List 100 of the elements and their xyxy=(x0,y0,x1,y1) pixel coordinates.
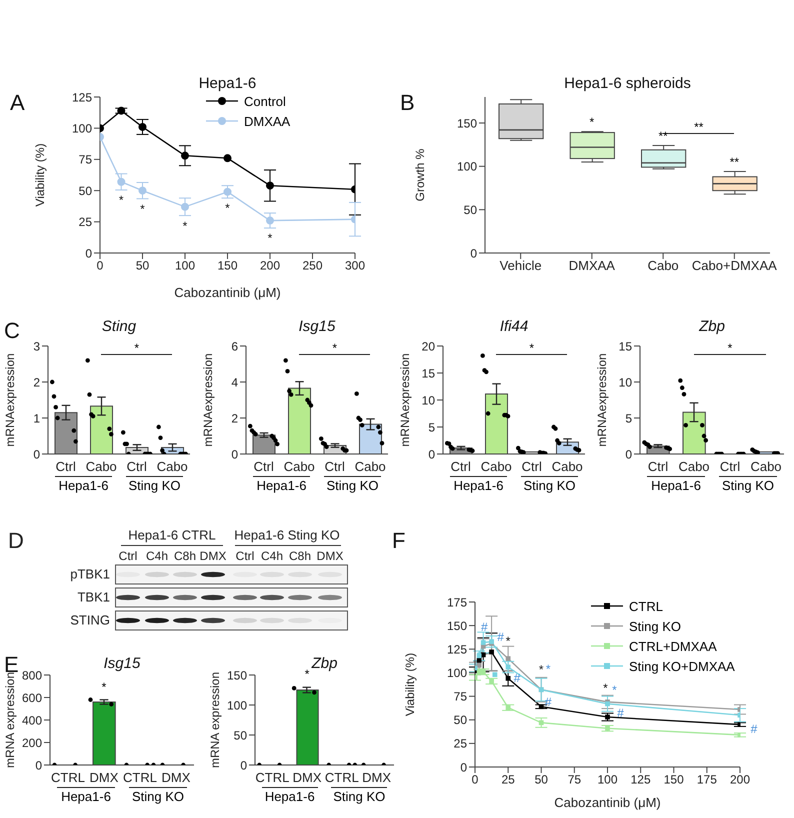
text: Ctrl xyxy=(118,549,138,563)
x-tick-label: 250 xyxy=(302,258,323,273)
y-axis-title: Viability (%) xyxy=(33,143,47,207)
y-axis-title: Growth % xyxy=(413,148,427,202)
x-tick-label: 175 xyxy=(696,772,718,787)
y-tick-label: 0 xyxy=(625,447,632,462)
y-tick-label: 600 xyxy=(22,690,42,705)
chart-title: Ifi44 xyxy=(498,318,530,335)
x-tick-label: DMX xyxy=(362,770,392,786)
text: Hepa1-6 xyxy=(58,478,108,493)
y-tick-label: 10 xyxy=(618,375,632,390)
y-tick-label: 100 xyxy=(226,698,248,712)
annotation: * xyxy=(332,340,338,355)
y-tick-label: 125 xyxy=(72,90,92,104)
text: Hepa1-6 xyxy=(651,478,701,493)
annotation: ** xyxy=(694,120,704,134)
text: Hepa1-6 xyxy=(264,789,315,804)
text: Sting KO xyxy=(722,478,774,493)
y-tick-label: 0 xyxy=(33,447,40,462)
annotation: * xyxy=(590,114,594,129)
y-tick-label: 150 xyxy=(226,668,248,682)
x-tick-label: Ctrl xyxy=(522,459,542,474)
x-axis-title: Cabozantinib (μM) xyxy=(174,285,281,300)
annotation: * xyxy=(538,662,544,676)
y-tick-label: 100 xyxy=(72,121,92,136)
y-tick-label: 50 xyxy=(454,713,468,728)
text: D xyxy=(8,528,24,554)
y-axis-title: mRNAexpression xyxy=(201,353,215,447)
chart-title: Isg15 xyxy=(102,655,142,672)
y-tick-label: 1 xyxy=(33,411,40,426)
y-tick-label: 6 xyxy=(231,339,238,354)
y-tick-label: 5 xyxy=(625,411,632,426)
x-tick-label: 200 xyxy=(260,258,280,273)
text: F xyxy=(392,528,406,554)
y-tick-label: 10 xyxy=(422,393,436,408)
x-tick-label: Ctrl xyxy=(720,459,740,474)
y-tick-label: 400 xyxy=(22,713,42,728)
y-tick-label: 0 xyxy=(85,246,92,260)
annotation: * xyxy=(304,667,310,682)
x-tick-label: CTRL xyxy=(255,770,290,786)
chart-title: Isg15 xyxy=(298,318,336,335)
x-tick-label: Cabo xyxy=(156,459,188,474)
annotation: * xyxy=(140,202,145,216)
annotation: * xyxy=(529,340,534,355)
text: STING xyxy=(70,612,110,628)
text: C8h xyxy=(174,549,196,563)
annotation: * xyxy=(612,682,617,697)
text: TBK1 xyxy=(77,590,110,604)
y-tick-label: 15 xyxy=(422,366,436,380)
annotation: * xyxy=(182,218,188,233)
x-tick-label: 150 xyxy=(664,772,684,787)
y-axis-title: mRNAexpression xyxy=(3,353,17,447)
x-tick-label: Ctrl xyxy=(254,459,274,474)
x-tick-label: 300 xyxy=(344,258,366,273)
x-tick-label: Ctrl xyxy=(648,459,668,474)
annotation: * xyxy=(603,680,608,695)
legend-label: Sting KO xyxy=(629,618,682,634)
x-tick-label: Ctrl xyxy=(324,459,345,474)
text: Hepa1-6 xyxy=(256,478,306,493)
text: Ctrl xyxy=(236,549,254,563)
y-axis-title: mRNAexpression xyxy=(595,353,609,447)
y-tick-label: 4 xyxy=(231,375,238,390)
x-tick-label: Cabo xyxy=(354,459,386,474)
y-tick-label: 0 xyxy=(460,760,468,774)
legend-label: CTRL xyxy=(629,598,663,614)
x-tick-label: 200 xyxy=(730,772,750,787)
text: pTBK1 xyxy=(70,566,110,582)
x-tick-label: Cabo xyxy=(86,459,117,474)
y-tick-label: 150 xyxy=(446,618,468,633)
x-tick-label: 0 xyxy=(96,258,104,273)
text: A xyxy=(10,90,25,116)
x-tick-label: Cabo xyxy=(750,459,782,474)
annotation: * xyxy=(225,201,230,216)
y-tick-label: 0 xyxy=(231,447,238,462)
x-tick-label: Ctrl xyxy=(450,459,471,474)
x-tick-label: Cabo+DMXAA xyxy=(692,258,778,274)
text: C4h xyxy=(146,549,168,563)
x-tick-label: Vehicle xyxy=(500,258,542,274)
text: # xyxy=(750,722,758,736)
y-tick-label: 25 xyxy=(454,736,468,751)
x-tick-label: Cabo xyxy=(678,459,710,474)
text: DMX xyxy=(316,549,344,563)
y-tick-label: 175 xyxy=(446,595,468,610)
annotation: ** xyxy=(658,128,668,143)
y-axis-title: mRNA expression xyxy=(3,672,17,768)
x-tick-label: Cabo xyxy=(480,459,512,474)
x-tick-label: Cabo xyxy=(552,459,583,474)
legend-label: CTRL+DMXAA xyxy=(629,638,717,654)
x-tick-label: Cabo xyxy=(648,258,679,274)
y-tick-label: 50 xyxy=(234,728,248,742)
x-tick-label: 50 xyxy=(136,258,150,273)
x-tick-label: 100 xyxy=(597,772,618,787)
y-axis-title: mRNA expression xyxy=(208,672,222,768)
y-axis-title: mRNAexpression xyxy=(398,353,412,447)
text: Hepa1-6 CTRL xyxy=(128,528,216,542)
y-tick-label: 150 xyxy=(456,116,478,130)
x-tick-label: CTRL xyxy=(123,770,157,786)
x-tick-label: 25 xyxy=(501,772,516,787)
annotation: # xyxy=(617,706,624,720)
text: Hepa1-6 Sting KO xyxy=(234,528,340,542)
